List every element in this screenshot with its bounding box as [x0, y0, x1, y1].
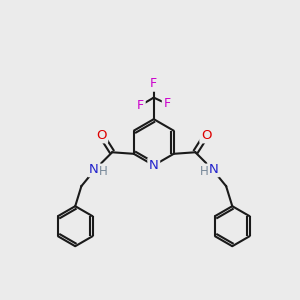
- Text: H: H: [200, 165, 208, 178]
- Text: O: O: [201, 129, 211, 142]
- Text: F: F: [137, 99, 144, 112]
- Text: F: F: [163, 97, 170, 110]
- Text: O: O: [96, 129, 107, 142]
- Text: H: H: [99, 165, 108, 178]
- Text: N: N: [89, 163, 99, 176]
- Text: N: N: [149, 159, 159, 172]
- Text: N: N: [209, 163, 219, 176]
- Text: F: F: [150, 77, 157, 90]
